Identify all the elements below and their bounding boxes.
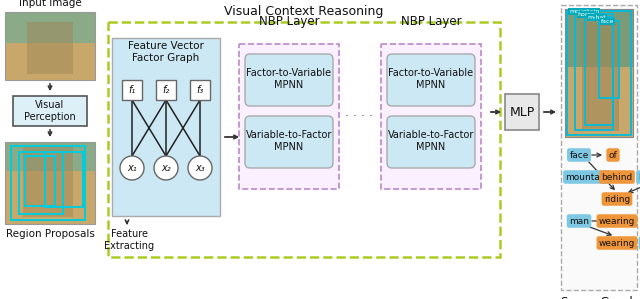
Text: behind: behind	[602, 173, 632, 181]
Text: Visual Context Reasoning: Visual Context Reasoning	[224, 5, 384, 18]
Bar	[567, 11, 631, 135]
Bar	[5, 12, 95, 42]
Circle shape	[188, 156, 212, 180]
FancyBboxPatch shape	[245, 116, 333, 168]
Circle shape	[154, 156, 178, 180]
Text: horse: horse	[638, 173, 640, 181]
Text: Region Proposals: Region Proposals	[6, 229, 95, 239]
Text: mountain: mountain	[565, 173, 609, 181]
Bar	[565, 9, 633, 67]
Text: f₁: f₁	[129, 85, 136, 95]
Text: Variable-to-Factor
MPNN: Variable-to-Factor MPNN	[388, 130, 474, 152]
Text: horse: horse	[577, 12, 595, 17]
Bar	[112, 38, 220, 216]
Text: Input Image: Input Image	[19, 0, 81, 8]
Bar	[25, 156, 55, 206]
Text: wearing: wearing	[599, 239, 635, 248]
Bar	[565, 67, 633, 137]
Bar	[5, 171, 95, 224]
Bar	[27, 22, 73, 74]
Text: man: man	[569, 216, 589, 225]
Text: x₂: x₂	[161, 163, 171, 173]
Text: Feature Vector
Factor Graph: Feature Vector Factor Graph	[128, 41, 204, 63]
Bar	[586, 17, 612, 125]
Bar	[565, 9, 633, 137]
Text: f₂: f₂	[163, 85, 170, 95]
Text: face: face	[570, 150, 589, 159]
Text: f₃: f₃	[196, 85, 204, 95]
Text: Visual
Perception: Visual Perception	[24, 100, 76, 122]
Bar	[156, 80, 176, 100]
Bar	[122, 80, 142, 100]
Text: Variable-to-Factor
MPNN: Variable-to-Factor MPNN	[246, 130, 332, 152]
Text: riding: riding	[604, 195, 630, 204]
Text: NBP Layer: NBP Layer	[401, 15, 461, 28]
Bar	[582, 22, 620, 131]
Bar	[13, 96, 87, 126]
Bar	[561, 5, 637, 290]
Text: mountain: mountain	[569, 9, 599, 14]
Bar	[5, 142, 95, 224]
Text: . . . .: . . . .	[345, 106, 373, 118]
Bar	[190, 80, 210, 100]
Bar	[381, 44, 481, 189]
Text: x₁: x₁	[127, 163, 137, 173]
Bar	[575, 14, 612, 130]
Text: wearing: wearing	[599, 216, 635, 225]
Bar	[108, 22, 500, 257]
Text: NBP Layer: NBP Layer	[259, 15, 319, 28]
Bar	[239, 44, 339, 189]
Bar	[5, 42, 95, 80]
Text: MLP: MLP	[509, 106, 534, 118]
FancyBboxPatch shape	[245, 54, 333, 106]
Bar	[19, 152, 63, 214]
Text: Scene Graph: Scene Graph	[561, 296, 637, 299]
Bar	[23, 147, 73, 217]
Text: x₃: x₃	[195, 163, 205, 173]
Circle shape	[120, 156, 144, 180]
Text: of: of	[609, 150, 618, 159]
Text: Feature
Extracting: Feature Extracting	[104, 229, 154, 251]
Bar	[45, 152, 83, 207]
Text: face: face	[601, 19, 614, 24]
Bar	[11, 146, 85, 220]
Bar	[505, 94, 539, 130]
FancyBboxPatch shape	[387, 116, 475, 168]
Bar	[599, 21, 620, 98]
Bar	[5, 12, 95, 80]
Bar	[5, 142, 95, 224]
Text: m-hat: m-hat	[588, 15, 606, 20]
Text: Factor-to-Variable
MPNN: Factor-to-Variable MPNN	[246, 68, 332, 90]
Text: Factor-to-Variable
MPNN: Factor-to-Variable MPNN	[388, 68, 474, 90]
FancyBboxPatch shape	[387, 54, 475, 106]
